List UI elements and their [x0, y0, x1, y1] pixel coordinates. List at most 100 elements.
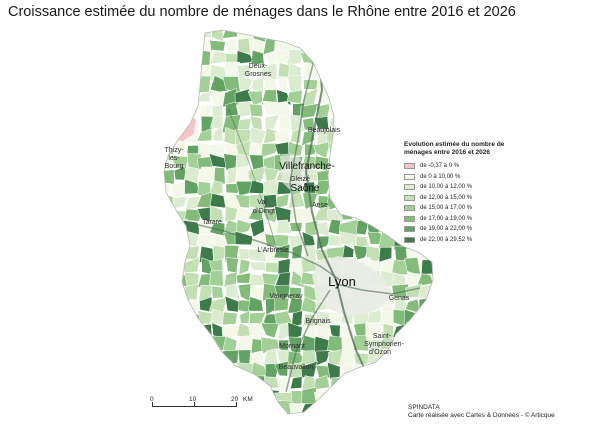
- commune-area: [369, 361, 383, 381]
- place-mornant: Mornant: [279, 343, 305, 350]
- commune-area: [170, 51, 189, 63]
- commune-area: [328, 312, 342, 326]
- legend-items: de -0,37 à 0 % de 0 à 10,00 % de 10,00 à 1…: [404, 161, 524, 245]
- commune-area: [171, 62, 188, 80]
- commune-area: [171, 322, 188, 341]
- commune-area: [431, 30, 433, 39]
- legend-label: de 10,00 à 12,00 %: [420, 184, 473, 191]
- commune-area: [173, 349, 189, 366]
- commune-area: [432, 284, 433, 300]
- commune-area: [224, 206, 238, 223]
- commune-area: [291, 310, 303, 328]
- commune-area: [236, 362, 255, 380]
- commune-area: [430, 256, 433, 277]
- commune-area: [365, 193, 384, 207]
- commune-area: [316, 40, 330, 52]
- commune-area: [391, 415, 407, 425]
- commune-area: [314, 30, 328, 39]
- commune-area: [182, 48, 199, 69]
- commune-area: [184, 196, 200, 211]
- commune-area: [236, 272, 252, 284]
- commune-area: [263, 376, 280, 389]
- scale-tick: [236, 402, 237, 407]
- commune-area: [238, 258, 251, 276]
- legend-title-line1: Evolution estimée du nombre de: [404, 141, 505, 148]
- place-anse: Anse: [312, 202, 328, 209]
- commune-area: [404, 105, 422, 118]
- commune-area: [287, 321, 303, 341]
- commune-area: [199, 103, 216, 118]
- commune-area: [264, 30, 277, 41]
- commune-area: [341, 88, 355, 105]
- commune-area: [328, 180, 343, 197]
- commune-area: [183, 417, 199, 425]
- commune-area: [328, 349, 343, 366]
- commune-area: [407, 78, 423, 94]
- legend-swatch: [404, 226, 415, 233]
- commune-area: [381, 154, 397, 169]
- commune-area: [339, 37, 356, 55]
- commune-area: [198, 416, 215, 425]
- commune-area: [198, 348, 215, 362]
- commune-area: [183, 35, 202, 51]
- scale-bar: 0 10 20 KM: [150, 396, 260, 416]
- commune-area: [378, 50, 394, 68]
- commune-area: [313, 336, 332, 353]
- commune-area: [170, 231, 188, 250]
- commune-area: [213, 167, 226, 185]
- commune-area: [250, 77, 264, 94]
- commune-area: [314, 375, 331, 390]
- legend-item: de 22,00 à 29,52 %: [404, 235, 524, 246]
- commune-area: [352, 37, 366, 55]
- commune-area: [353, 183, 370, 198]
- commune-area: [262, 244, 278, 263]
- commune-area: [393, 30, 411, 41]
- place-lyon: Lyon: [328, 274, 356, 289]
- commune-area: [432, 309, 433, 326]
- commune-area: [406, 374, 423, 390]
- commune-area: [221, 374, 241, 390]
- commune-area: [383, 181, 397, 196]
- place-brignais: Brignais: [305, 318, 331, 325]
- commune-area: [391, 374, 406, 389]
- commune-area: [226, 39, 237, 54]
- commune-area: [171, 297, 190, 315]
- commune-area: [226, 166, 238, 185]
- place-thizy-3: Bourg: [165, 163, 184, 170]
- commune-area: [380, 168, 397, 182]
- place-villefranche: Villefranche-: [279, 161, 334, 172]
- scale-tick-label-10: 10: [189, 396, 197, 403]
- commune-area: [291, 415, 304, 425]
- commune-area: [421, 259, 433, 275]
- commune-area: [352, 61, 368, 81]
- commune-area: [417, 75, 433, 94]
- commune-area: [353, 194, 371, 212]
- commune-area: [377, 363, 397, 376]
- commune-area: [164, 270, 177, 288]
- commune-area: [392, 49, 407, 64]
- commune-area: [248, 103, 263, 117]
- legend-label: de 19,00 à 22,00 %: [420, 226, 473, 233]
- place-beauvallon: Beauvallon: [279, 364, 314, 371]
- commune-area: [351, 413, 371, 414]
- commune-area: [391, 78, 405, 90]
- commune-area: [432, 374, 433, 393]
- commune-area: [353, 100, 370, 119]
- commune-area: [406, 321, 423, 339]
- commune-area: [196, 360, 212, 380]
- commune-area: [404, 89, 421, 105]
- commune-area: [249, 218, 265, 238]
- commune-area: [265, 400, 279, 414]
- commune-area: [355, 219, 370, 236]
- commune-area: [416, 273, 433, 287]
- commune-area: [379, 88, 396, 105]
- commune-area: [301, 131, 316, 147]
- commune-area: [431, 52, 433, 68]
- commune-area: [224, 295, 241, 313]
- commune-area: [164, 66, 172, 78]
- commune-area: [236, 64, 252, 79]
- commune-area: [381, 205, 394, 223]
- commune-area: [391, 400, 410, 414]
- commune-area: [430, 338, 433, 354]
- commune-area: [430, 61, 433, 81]
